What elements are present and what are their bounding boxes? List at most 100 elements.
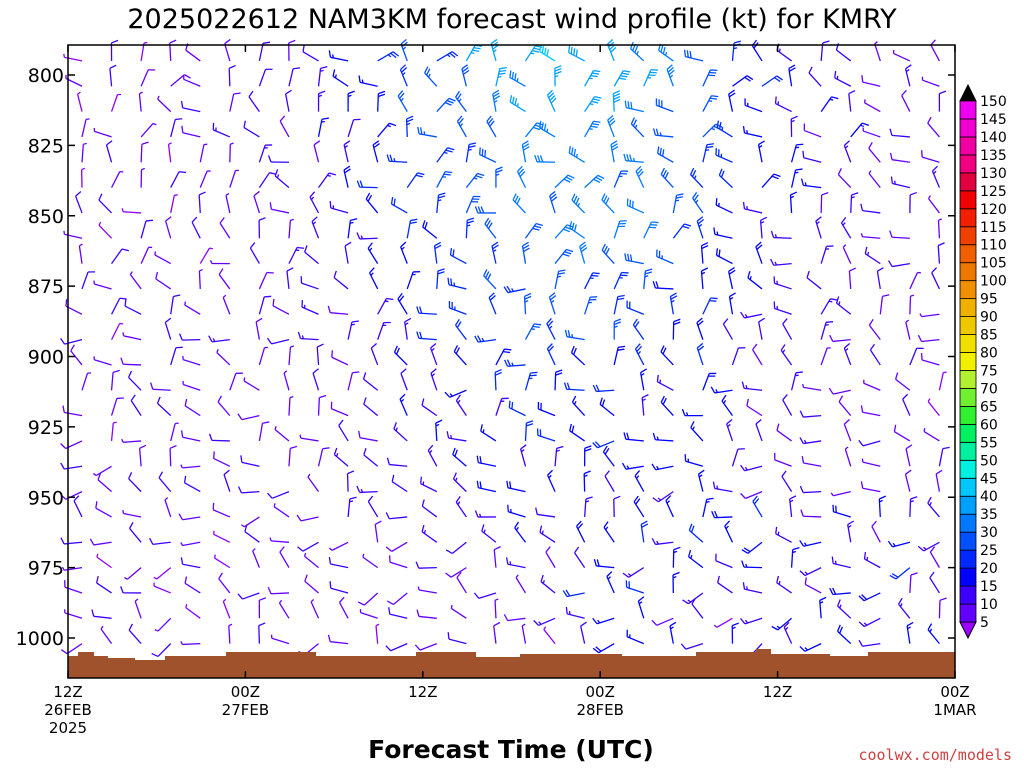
barb-half-feather [335, 452, 339, 457]
barb-staff [803, 490, 822, 494]
barb-feather [106, 140, 113, 146]
barb-staff [404, 321, 408, 340]
barb-feather [533, 619, 540, 626]
wind-barb [415, 561, 437, 569]
barb-feather [218, 572, 223, 580]
barb-staff [909, 574, 912, 593]
barb-feather [378, 93, 386, 98]
wind-barb [524, 122, 544, 138]
wind-barb [728, 266, 736, 290]
barb-half-feather [478, 513, 482, 518]
barb-feather [479, 481, 482, 489]
barb-staff [862, 461, 881, 467]
barb-feather [608, 117, 615, 124]
barb-feather [822, 40, 830, 44]
barb-staff [844, 448, 852, 467]
barb-half-feather [571, 334, 574, 338]
barb-feather [604, 447, 610, 455]
wind-barb [799, 437, 822, 445]
barb-feather [414, 644, 421, 651]
wind-barb [838, 395, 852, 417]
barb-staff [803, 515, 822, 518]
barb-half-feather [695, 199, 699, 204]
barb-half-feather [829, 98, 834, 101]
barb-feather [697, 345, 705, 352]
wind-barb [452, 472, 467, 493]
wind-barb [624, 253, 644, 265]
barb-half-feather [716, 485, 719, 490]
wind-barb [122, 509, 142, 518]
wind-barb [209, 260, 230, 265]
wind-barb [612, 90, 621, 112]
barb-staff [655, 541, 674, 546]
wind-barb [740, 311, 763, 319]
wind-barb [861, 75, 881, 87]
barb-feather [169, 444, 177, 449]
barb-feather [635, 165, 642, 172]
barb-feather [687, 549, 692, 557]
barb-feather [905, 469, 912, 475]
wind-barb [680, 643, 704, 650]
barb-feather [537, 155, 541, 163]
barb-feather [417, 126, 420, 134]
barb-feather [543, 47, 547, 55]
barb-staff [406, 172, 419, 188]
colorbar-label: 40 [980, 489, 998, 505]
wind-barb [700, 267, 709, 289]
barb-staff [478, 461, 497, 467]
barb-staff [389, 463, 408, 467]
barb-half-feather [273, 503, 276, 507]
barb-feather [574, 546, 580, 554]
barb-feather [594, 95, 602, 99]
barb-half-feather [431, 347, 435, 352]
barb-half-feather [429, 449, 433, 454]
barb-staff [157, 98, 172, 113]
barb-feather [776, 75, 783, 81]
barb-half-feather [446, 54, 451, 58]
barb-feather [191, 216, 198, 223]
barb-feather [858, 639, 864, 647]
barb-staff [691, 603, 704, 619]
wind-barb [495, 397, 509, 416]
barb-feather [356, 180, 361, 188]
wind-barb [170, 346, 183, 366]
wind-barb [288, 246, 305, 264]
barb-staff [842, 246, 852, 264]
barb-staff [837, 630, 852, 645]
wind-barb [304, 245, 319, 265]
barb-staff [359, 81, 378, 87]
barb-staff [850, 122, 863, 138]
barb-staff [228, 625, 231, 644]
barb-half-feather [842, 244, 847, 248]
colorbar-label: 115 [980, 220, 1007, 236]
barb-feather [155, 271, 159, 280]
wind-barb [404, 317, 412, 340]
wind-barb [848, 267, 857, 289]
wind-barb [799, 485, 822, 494]
wind-barb [524, 45, 543, 62]
barb-feather [372, 140, 380, 146]
wind-barb [535, 507, 556, 518]
barb-staff [242, 592, 260, 600]
barb-staff [790, 169, 797, 188]
barb-staff [509, 407, 526, 417]
barb-staff [288, 247, 298, 264]
barb-staff [448, 437, 467, 442]
barb-feather [96, 575, 99, 584]
wind-barb [850, 122, 870, 138]
barb-feather [503, 286, 509, 293]
wind-barb [299, 434, 319, 442]
barb-half-feather [789, 499, 794, 503]
barb-feather [184, 74, 191, 79]
barb-feather [758, 317, 766, 323]
barb-half-feather [804, 571, 809, 575]
barb-staff [359, 437, 378, 442]
wind-barb [834, 70, 852, 87]
barb-feather [753, 498, 760, 505]
barb-half-feather [209, 260, 213, 264]
wind-barb [180, 541, 201, 547]
wind-barb [643, 268, 653, 289]
barb-feather [808, 66, 813, 74]
barb-half-feather [758, 145, 763, 148]
barb-half-feather [760, 221, 765, 224]
